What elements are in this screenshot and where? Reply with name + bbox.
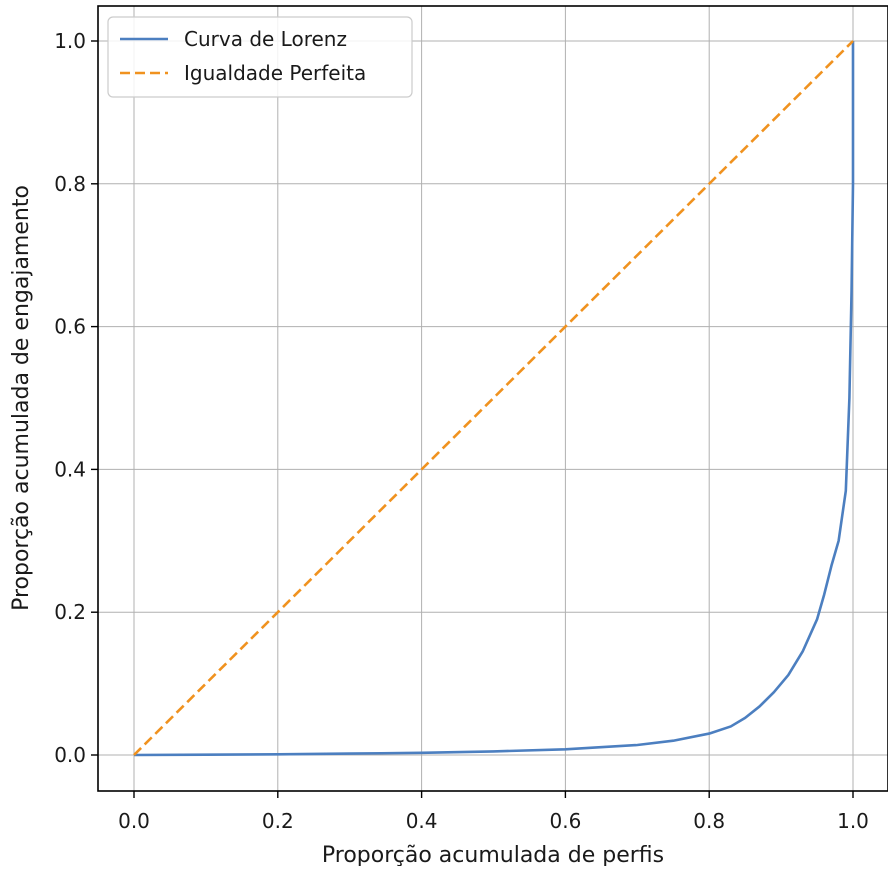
x-axis-label: Proporção acumulada de perfis — [322, 843, 664, 866]
legend-box — [107, 16, 413, 98]
x-tick-label: 1.0 — [837, 809, 869, 833]
tick-layer: 0.0 0.2 0.4 0.6 0.8 1.0 0.0 0.2 0.4 0.6 0.8 1.0 — [54, 29, 869, 833]
legend: Curva de Lorenz Igualdade Perfeita — [107, 16, 413, 98]
y-tick-label: 0.0 — [54, 743, 86, 767]
y-axis-label: Proporção acumulada de engajamento — [9, 185, 34, 611]
plot-border — [97, 5, 888, 792]
y-tick-label: 0.8 — [54, 172, 86, 196]
x-tick-label: 0.4 — [406, 809, 438, 833]
y-tick-label: 0.4 — [54, 457, 86, 481]
legend-label-equality: Igualdade Perfeita — [184, 61, 366, 85]
y-tick-label: 0.2 — [54, 600, 86, 624]
lorenz-curve-line — [133, 41, 855, 757]
legend-label-lorenz: Curva de Lorenz — [184, 27, 347, 51]
equality-line — [133, 40, 854, 756]
grid — [98, 6, 888, 791]
x-tick-label: 0.6 — [549, 809, 581, 833]
x-tick-label: 0.0 — [118, 809, 150, 833]
y-tick-label: 1.0 — [54, 29, 86, 53]
x-tick-label: 0.2 — [262, 809, 294, 833]
x-tick-label: 0.8 — [693, 809, 725, 833]
plot-frame — [97, 5, 888, 792]
series-layer — [133, 40, 855, 757]
y-tick-label: 0.6 — [54, 315, 86, 339]
